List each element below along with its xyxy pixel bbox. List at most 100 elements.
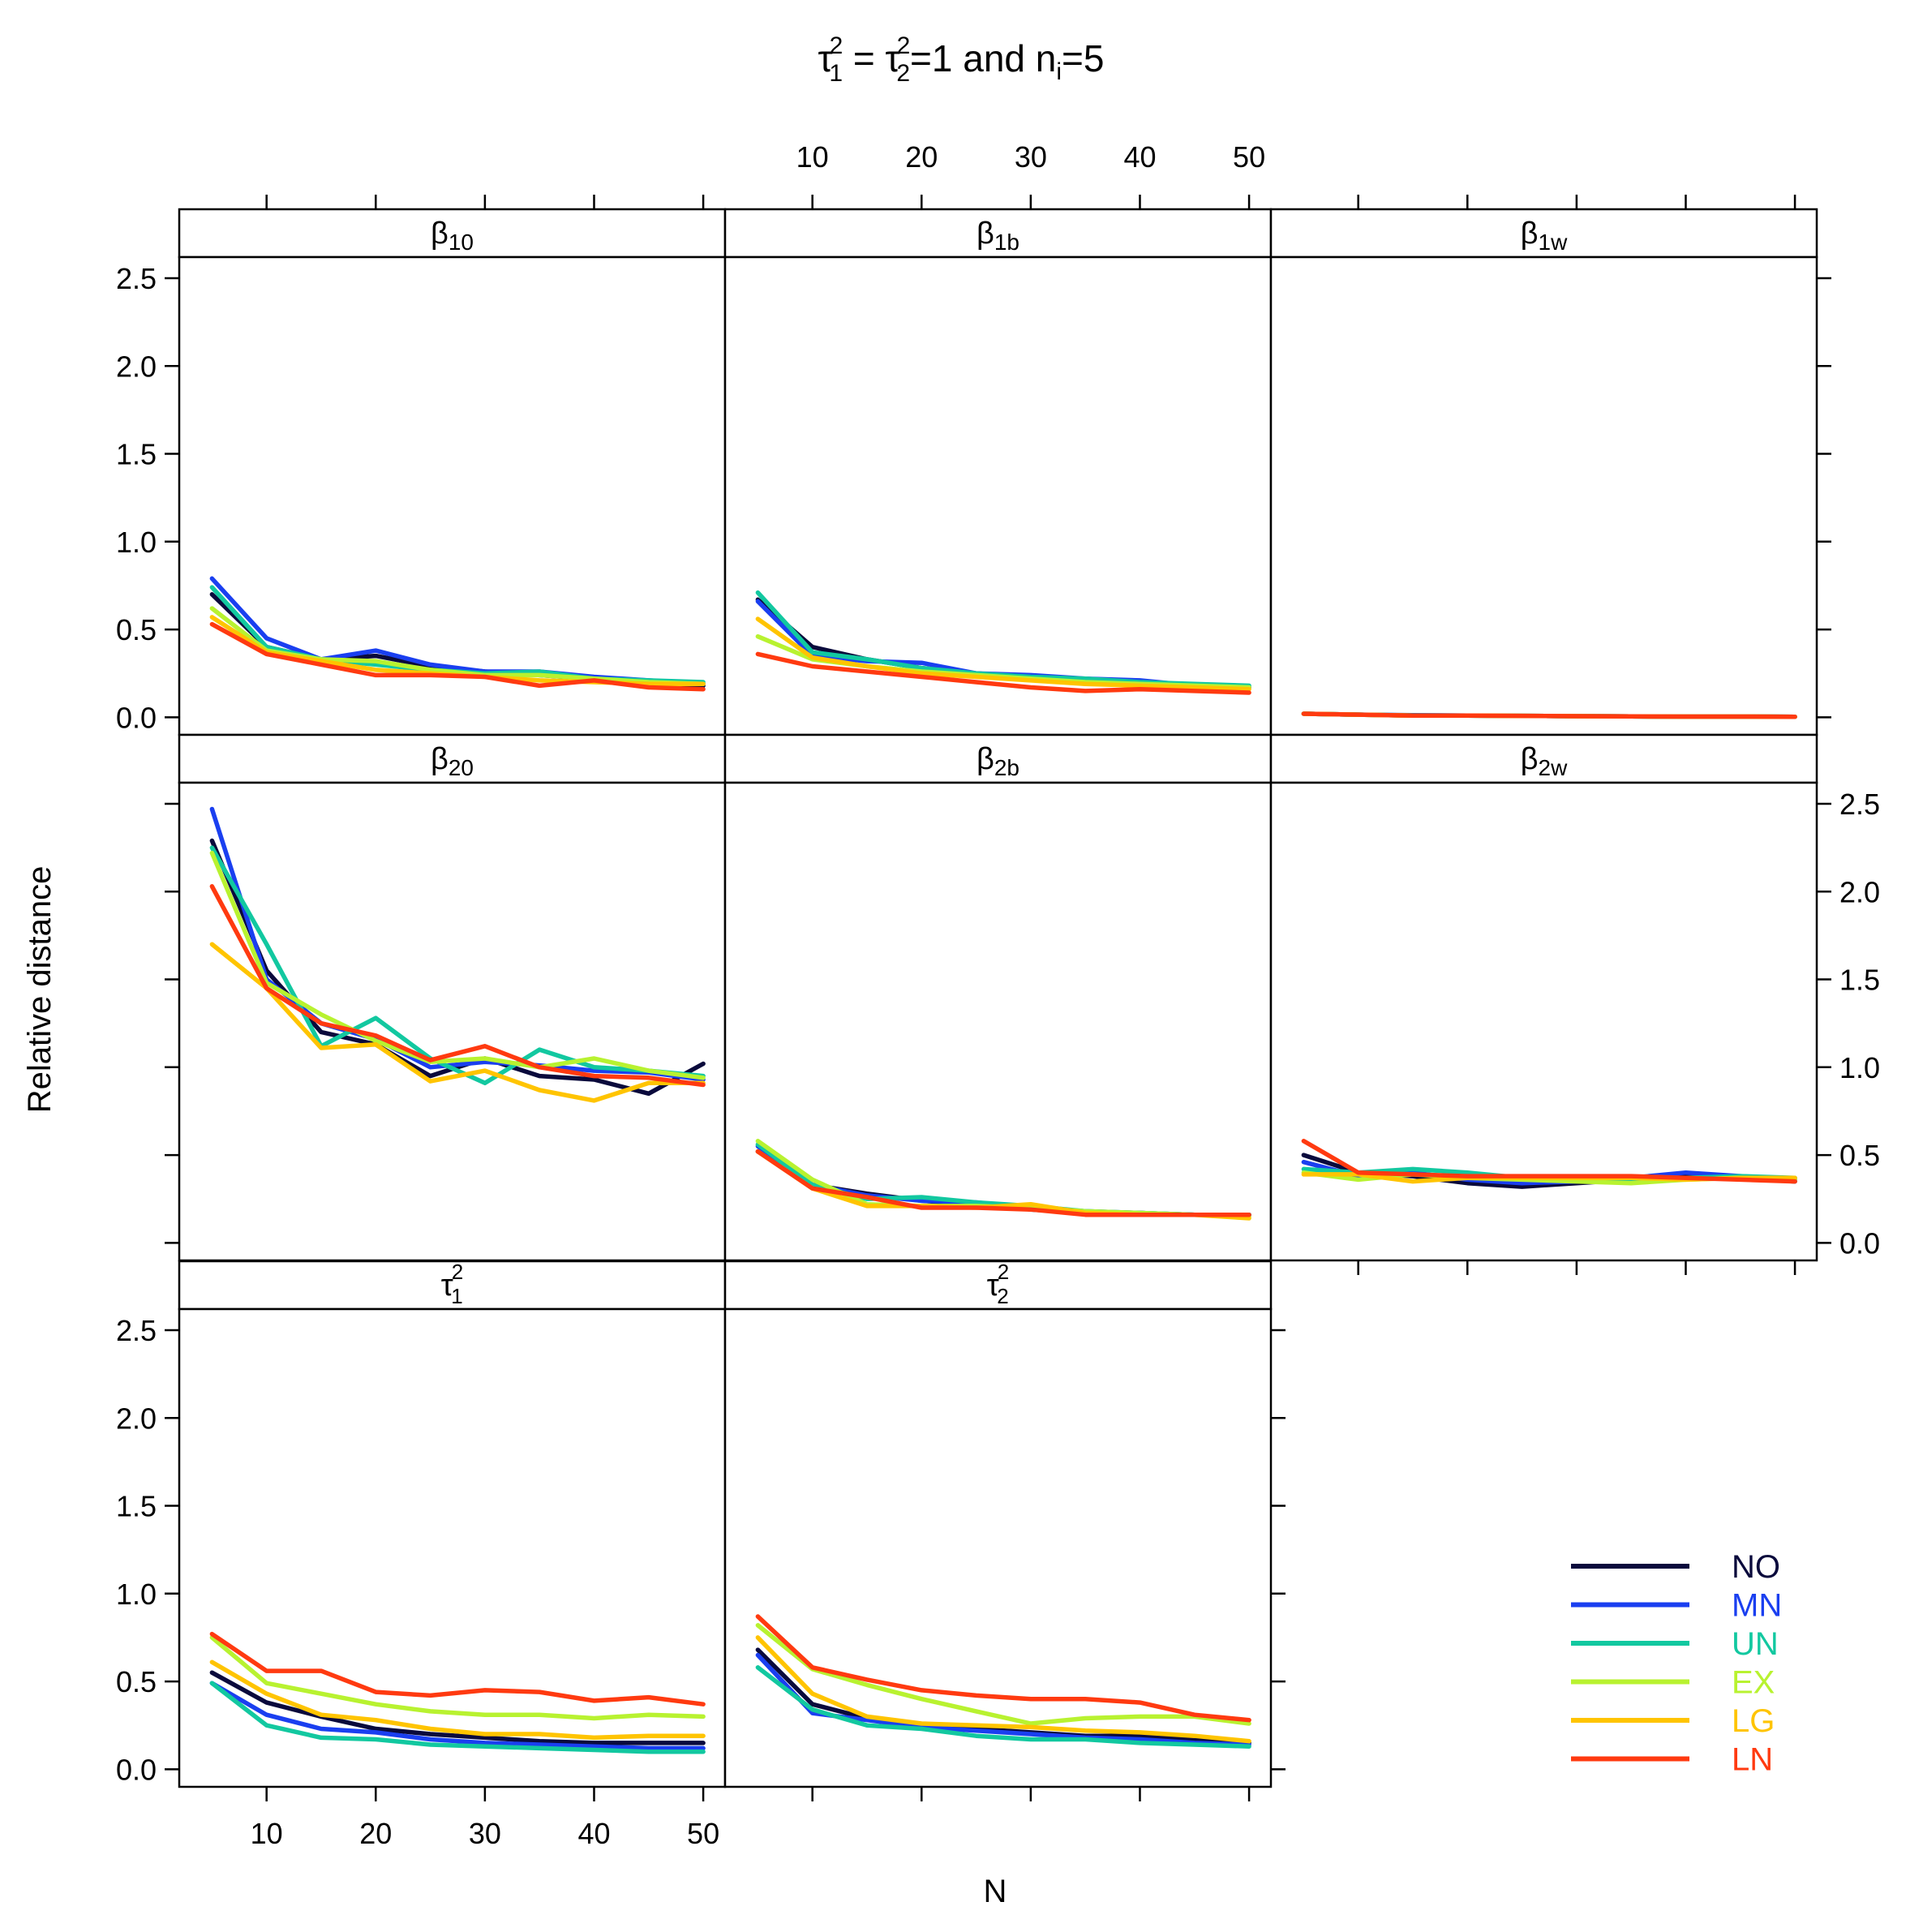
title-sub-1: 1 — [829, 60, 843, 87]
title-sup-1: 2 — [830, 32, 843, 59]
plot-area-b2w — [1269, 781, 1818, 1262]
x-tick-label-top: 50 — [1233, 140, 1265, 174]
strip-t1 — [178, 1260, 727, 1311]
strip-label-b10: β10 — [431, 217, 474, 255]
strip-label-t2: τ2 2 — [987, 1260, 1009, 1308]
x-tick-label-top: 30 — [1015, 140, 1047, 174]
series-line-t2-ln — [755, 1614, 1251, 1723]
legend-label: LG — [1732, 1703, 1775, 1739]
strip-t2 — [723, 1260, 1273, 1311]
axes: 10 20 30 40 50 10 20 30 40 50 0.0 0.5 1.0 1.5 2.0 2.5 0.… — [116, 140, 1880, 1850]
series-line-t1-ex — [209, 1635, 706, 1721]
x-tick-label-top: 10 — [796, 140, 829, 174]
y-tick-label-left: 1.5 — [116, 438, 157, 471]
y-tick-label-left: 2.5 — [116, 1314, 157, 1347]
chart-title: τ2 1 = τ2 2=1 and ni=5 — [818, 32, 1105, 87]
y-tick-label-left: 1.0 — [116, 1578, 157, 1611]
legend-item-mn: MN — [1571, 1588, 1782, 1624]
y-tick-label-left: 0.0 — [116, 701, 157, 734]
strip-label-b2b: β2b — [977, 742, 1019, 780]
x-tick-label-bottom: 10 — [251, 1817, 283, 1850]
series-line-t2-un — [755, 1665, 1251, 1749]
legend-item-lg: LG — [1571, 1703, 1775, 1739]
strip-sup: 2 — [998, 1260, 1009, 1284]
plot-area-b2b — [723, 781, 1273, 1262]
y-tick-label-right: 2.0 — [1839, 875, 1880, 908]
y-tick-label-left: 0.5 — [116, 613, 157, 646]
x-tick-label-bottom: 20 — [359, 1817, 392, 1850]
series-line-b1b-lg — [755, 616, 1251, 692]
series-line-b2b-ln — [755, 1148, 1251, 1217]
y-tick-label-left: 2.0 — [116, 350, 157, 383]
strip-sub: 1 — [451, 1284, 462, 1308]
x-tick-label-bottom: 40 — [577, 1817, 610, 1850]
legend-label: UN — [1732, 1626, 1779, 1662]
series-line-b1b-ln — [755, 651, 1251, 695]
y-tick-label-left: 0.0 — [116, 1753, 157, 1786]
strip-b1w — [1269, 208, 1818, 259]
series-line-b20-ln — [209, 884, 706, 1088]
plot-area-t1 — [178, 1307, 727, 1788]
strip-b10 — [178, 208, 727, 259]
strip-sub: 20 — [449, 755, 474, 780]
y-tick-label-left: 0.5 — [116, 1665, 157, 1698]
strip-sup: 2 — [452, 1260, 463, 1284]
title-sub-3: i — [1056, 58, 1062, 85]
y-axis-label: Relative distance — [22, 866, 58, 1114]
series-line-t2-lg — [755, 1635, 1251, 1744]
x-tick-label-top: 40 — [1123, 140, 1156, 174]
plot-area-b10 — [178, 255, 727, 736]
panel-b1w: β1w — [1269, 208, 1818, 736]
x-tick-label-bottom: 30 — [469, 1817, 501, 1850]
legend-item-no: NO — [1571, 1549, 1780, 1585]
series-line-b20-ex — [209, 850, 706, 1080]
strip-symbol: β — [431, 742, 449, 776]
strip-label-b1w: β1w — [1521, 217, 1568, 255]
x-tick-label-top: 20 — [905, 140, 938, 174]
strip-symbol: β — [977, 217, 994, 251]
panel-b2w: β2w — [1269, 733, 1818, 1262]
title-equals: = — [843, 37, 885, 79]
strip-sub: 1b — [994, 230, 1019, 255]
series-line-b20-lg — [209, 942, 706, 1103]
strip-symbol: β — [1521, 742, 1539, 776]
strip-sub: 1w — [1539, 230, 1569, 255]
y-tick-label-right: 1.0 — [1839, 1051, 1880, 1084]
title-prefix: τ — [818, 37, 833, 79]
y-tick-label-right: 2.5 — [1839, 788, 1880, 821]
title-mid: =1 and n — [910, 37, 1056, 79]
strip-sub: 2b — [994, 755, 1019, 780]
series-line-b20-un — [209, 845, 706, 1086]
series-line-t1-no — [209, 1670, 706, 1745]
panel-b2b: β2b — [723, 733, 1273, 1262]
title-sup-2: 2 — [897, 32, 911, 59]
y-tick-label-left: 1.0 — [116, 526, 157, 559]
strip-sub: 2w — [1539, 755, 1569, 780]
legend-label: LN — [1732, 1742, 1773, 1778]
panel-b10: β10 — [178, 208, 727, 736]
legend-item-ln: LN — [1571, 1742, 1773, 1778]
plot-area-b20 — [178, 781, 727, 1262]
strip-symbol: τ — [987, 1269, 999, 1303]
panel-b20: β20 — [178, 733, 727, 1262]
strip-symbol: β — [1521, 217, 1539, 251]
series-line-t1-mn — [209, 1681, 706, 1751]
x-axis-label: N — [984, 1874, 1007, 1909]
legend-label: NO — [1732, 1549, 1780, 1585]
title-sub-2: 2 — [896, 60, 910, 87]
strip-sub: 10 — [449, 230, 474, 255]
series-line-b1w-ln — [1301, 711, 1797, 719]
y-tick-label-left: 2.0 — [116, 1402, 157, 1435]
strip-sub: 2 — [997, 1284, 1008, 1308]
strip-label-t1: τ2 1 — [441, 1260, 463, 1308]
strip-symbol: β — [977, 742, 994, 776]
legend-label: EX — [1732, 1665, 1775, 1701]
title-prefix-2: τ — [885, 37, 899, 79]
x-tick-label-bottom: 50 — [687, 1817, 719, 1850]
series-line-b20-mn — [209, 806, 706, 1082]
panel-b1b: β1b — [723, 208, 1273, 736]
legend-item-un: UN — [1571, 1626, 1779, 1662]
strip-symbol: τ — [441, 1269, 453, 1303]
y-tick-label-right: 1.5 — [1839, 964, 1880, 997]
